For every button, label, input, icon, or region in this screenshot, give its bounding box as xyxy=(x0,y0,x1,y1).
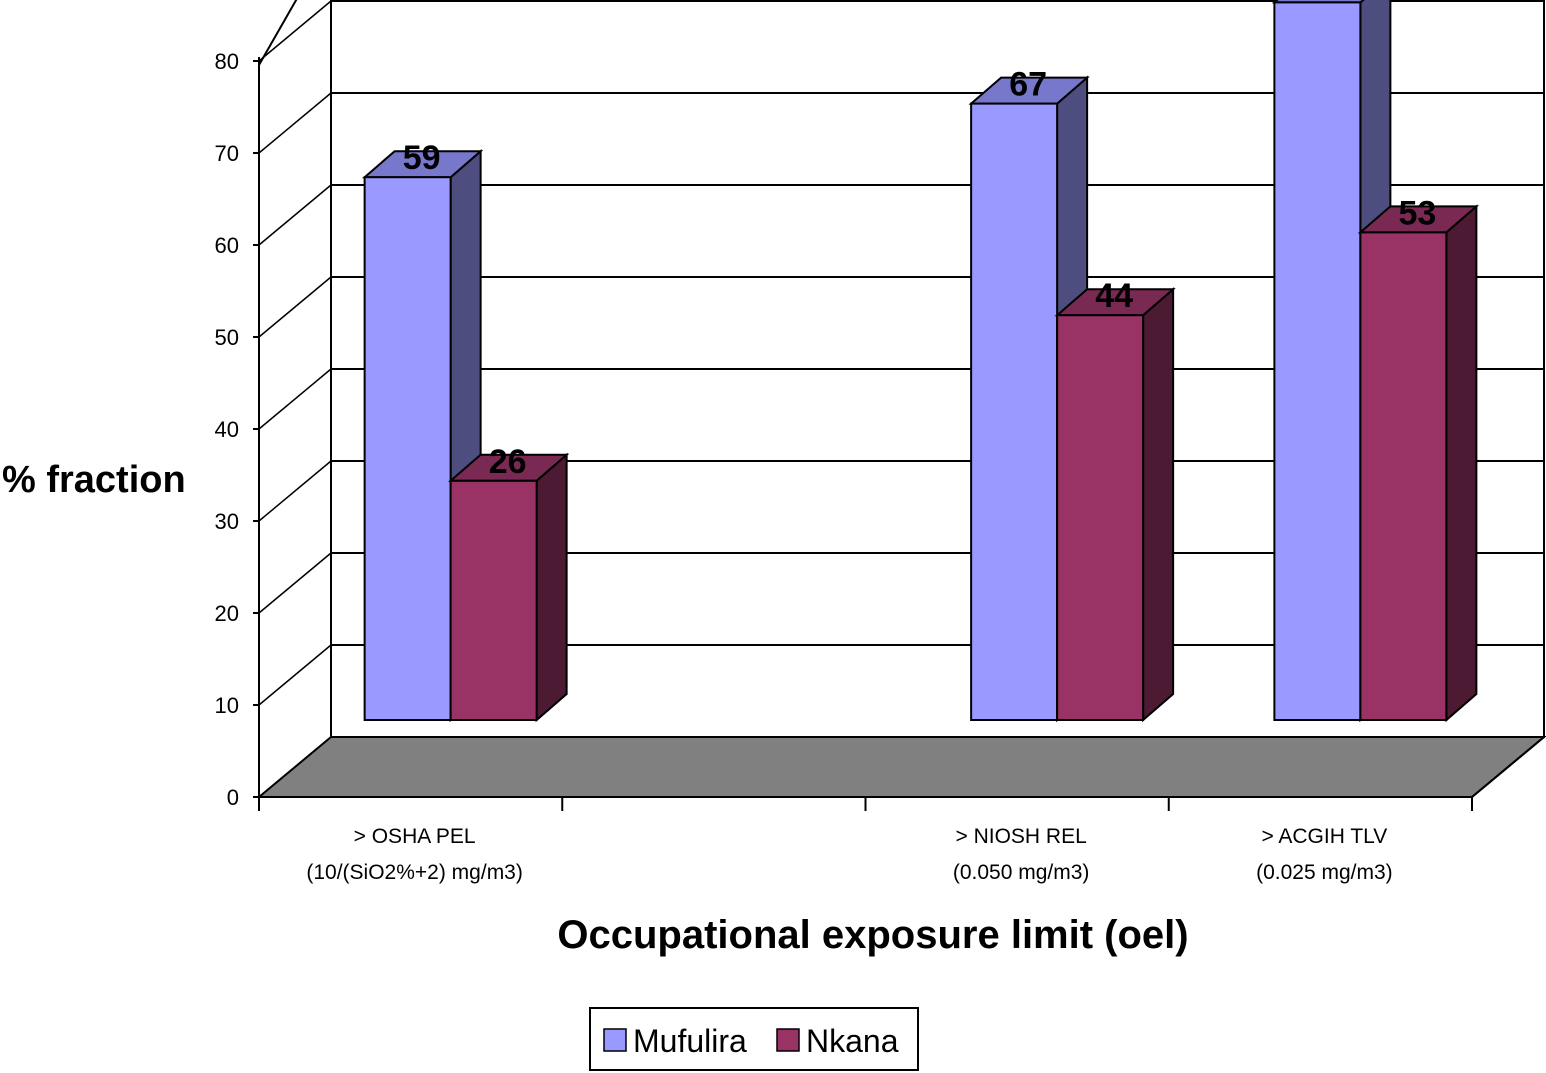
y-tick-label-40: 40 xyxy=(215,417,239,442)
y-tick-label-70: 70 xyxy=(215,141,239,166)
bar-nkana-0 xyxy=(447,452,570,723)
gridline-side-80 xyxy=(258,0,332,62)
y-tick-label-80: 80 xyxy=(215,49,239,74)
legend-label-mufulira: Mufulira xyxy=(633,1023,747,1059)
bars xyxy=(361,0,1480,723)
chart-floor xyxy=(256,736,1546,798)
x-category-sublabel-1: (0.050 mg/m3) xyxy=(953,861,1090,884)
value-label-mufulira-2: 78 xyxy=(1312,0,1350,2)
floor-plane xyxy=(256,736,1546,798)
legend-swatch-mufulira xyxy=(603,1028,627,1052)
bar-front xyxy=(970,102,1059,722)
x-category-label-1: > NIOSH REL xyxy=(955,825,1086,848)
bar-front xyxy=(1056,314,1145,721)
y-tick-label-0: 0 xyxy=(227,785,239,810)
y-tick-label-60: 60 xyxy=(215,233,239,258)
legend-swatch-nkana xyxy=(776,1028,800,1052)
bar-side xyxy=(535,452,568,723)
bar-front xyxy=(449,479,538,721)
floor-right-edge xyxy=(1471,736,1545,798)
value-label-nkana-1: 44 xyxy=(1095,277,1133,315)
bar-mufulira-0 xyxy=(361,149,484,723)
value-label-mufulira-0: 59 xyxy=(403,139,441,177)
y-tick-label-50: 50 xyxy=(215,325,239,350)
x-category-label-0: > OSHA PEL xyxy=(354,825,476,848)
gridline-side-30 xyxy=(258,460,332,522)
x-axis: > OSHA PEL (10/(SiO2%+2) mg/m3) > NIOSH RE… xyxy=(258,736,1545,884)
x-category-sublabel-2: (0.025 mg/m3) xyxy=(1256,861,1393,884)
y-tick-label-30: 30 xyxy=(215,509,239,534)
bar-nkana-2 xyxy=(1357,204,1480,723)
x-category-label-2: > ACGIH TLV xyxy=(1261,825,1387,848)
bar-front xyxy=(1273,1,1362,721)
x-category-sublabel-0: (10/(SiO2%+2) mg/m3) xyxy=(306,861,522,884)
y-tick-label-20: 20 xyxy=(215,601,239,626)
legend-box xyxy=(589,1007,919,1071)
bar-front xyxy=(1359,231,1448,721)
y-axis: 0 10 20 30 40 50 60 70 80 xyxy=(215,49,260,810)
gridline-side-20 xyxy=(258,552,332,614)
side-wall-top-edge xyxy=(258,0,298,66)
y-axis-title: % fraction xyxy=(2,459,186,501)
legend: Mufulira Nkana xyxy=(589,1007,919,1071)
x-axis-title: Occupational exposure limit (oel) xyxy=(557,913,1188,957)
value-labels: 59 26 67 44 78 53 xyxy=(403,0,1437,481)
gridline-side-60 xyxy=(258,184,332,246)
gridline-side-40 xyxy=(258,368,332,430)
bar-side xyxy=(1142,287,1175,723)
value-label-mufulira-1: 67 xyxy=(1009,66,1047,104)
gridline-side-70 xyxy=(258,92,332,154)
value-label-nkana-2: 53 xyxy=(1398,194,1436,232)
bar-front xyxy=(363,176,452,721)
y-tick-label-10: 10 xyxy=(215,693,239,718)
value-label-nkana-0: 26 xyxy=(489,443,527,481)
bar-side xyxy=(1445,204,1478,723)
legend-label-nkana: Nkana xyxy=(806,1023,899,1059)
bar-nkana-1 xyxy=(1054,287,1176,723)
gridline-side-50 xyxy=(258,276,332,338)
gridline-side-10 xyxy=(258,644,332,706)
